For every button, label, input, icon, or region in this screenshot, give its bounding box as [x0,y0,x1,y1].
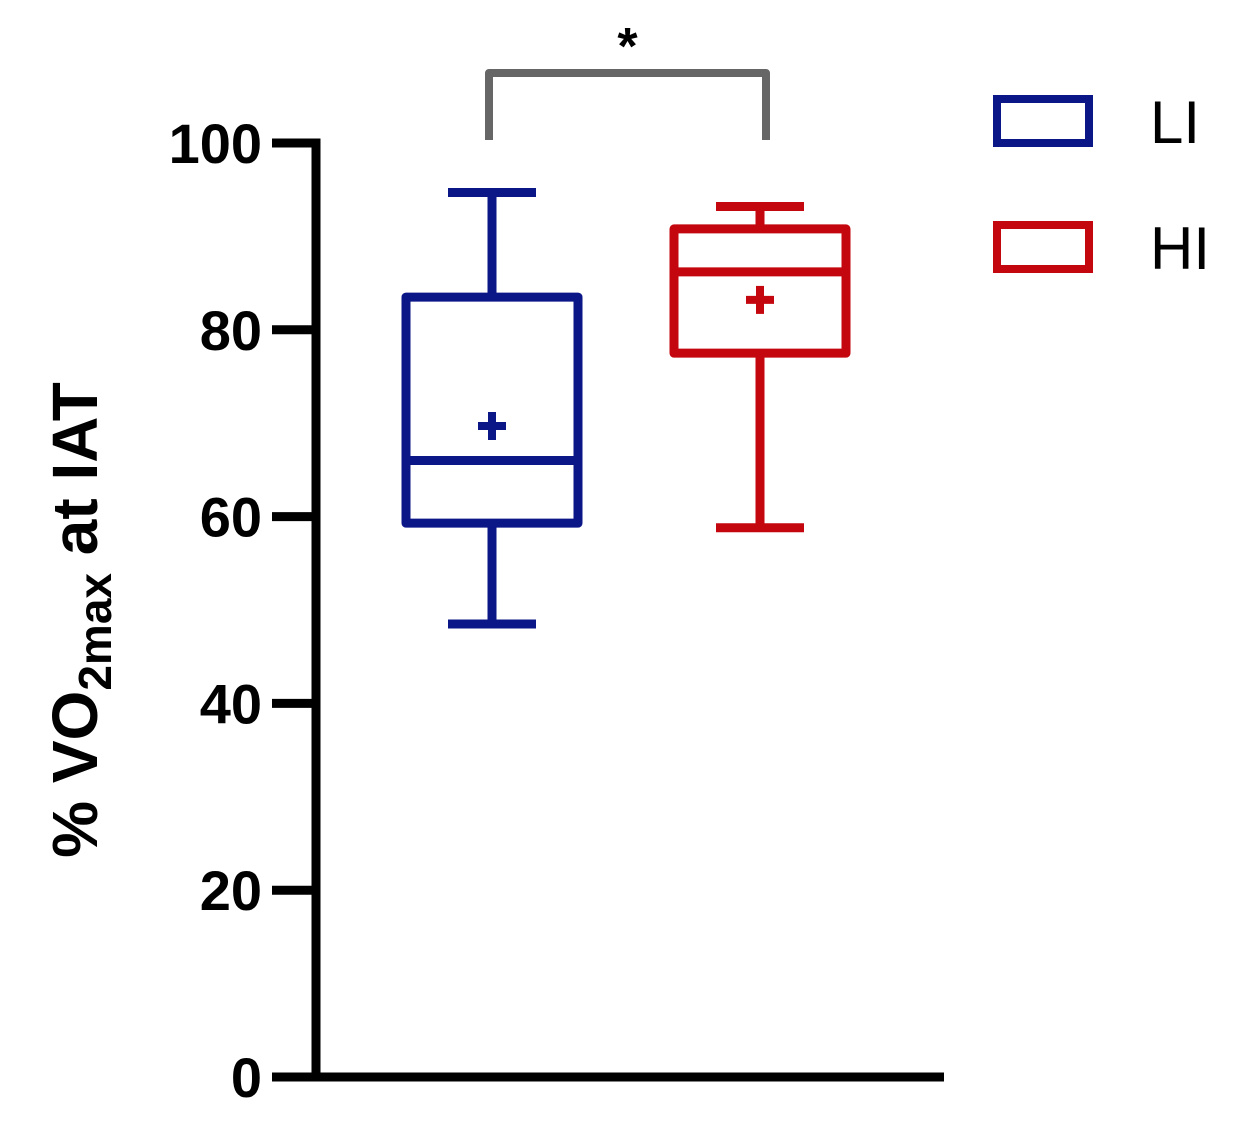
y-axis-label-subscript: 2max [69,573,121,691]
box-iqr [401,292,583,528]
legend-swatch [993,95,1093,147]
legend: LI HI [993,89,1210,282]
y-tick-label: 100 [169,112,262,175]
legend-label: LI [1150,89,1200,156]
box-LI [401,188,583,629]
y-tick-label: 40 [200,672,262,735]
y-axis-label: % VO2max at IAT [39,382,121,858]
y-tick-label: 20 [200,859,262,922]
y-tick-label: 0 [231,1046,262,1109]
significance-bracket: * [485,18,770,140]
box-HI [669,202,851,533]
y-axis-label-suffix: at IAT [39,382,111,573]
significance-bracket-line [485,69,770,140]
legend-swatch [993,221,1093,273]
y-tick-label: 60 [200,486,262,549]
legend-label: HI [1150,215,1210,282]
boxes [401,188,851,629]
y-axis-label-prefix: % VO [39,691,111,858]
y-tick-label: 80 [200,299,262,362]
significance-label: * [617,18,638,76]
legend-item-HI: HI [993,215,1210,282]
box-iqr [669,224,851,358]
axes: 0 20 40 60 80 100 [169,112,944,1109]
legend-item-LI: LI [993,89,1200,156]
